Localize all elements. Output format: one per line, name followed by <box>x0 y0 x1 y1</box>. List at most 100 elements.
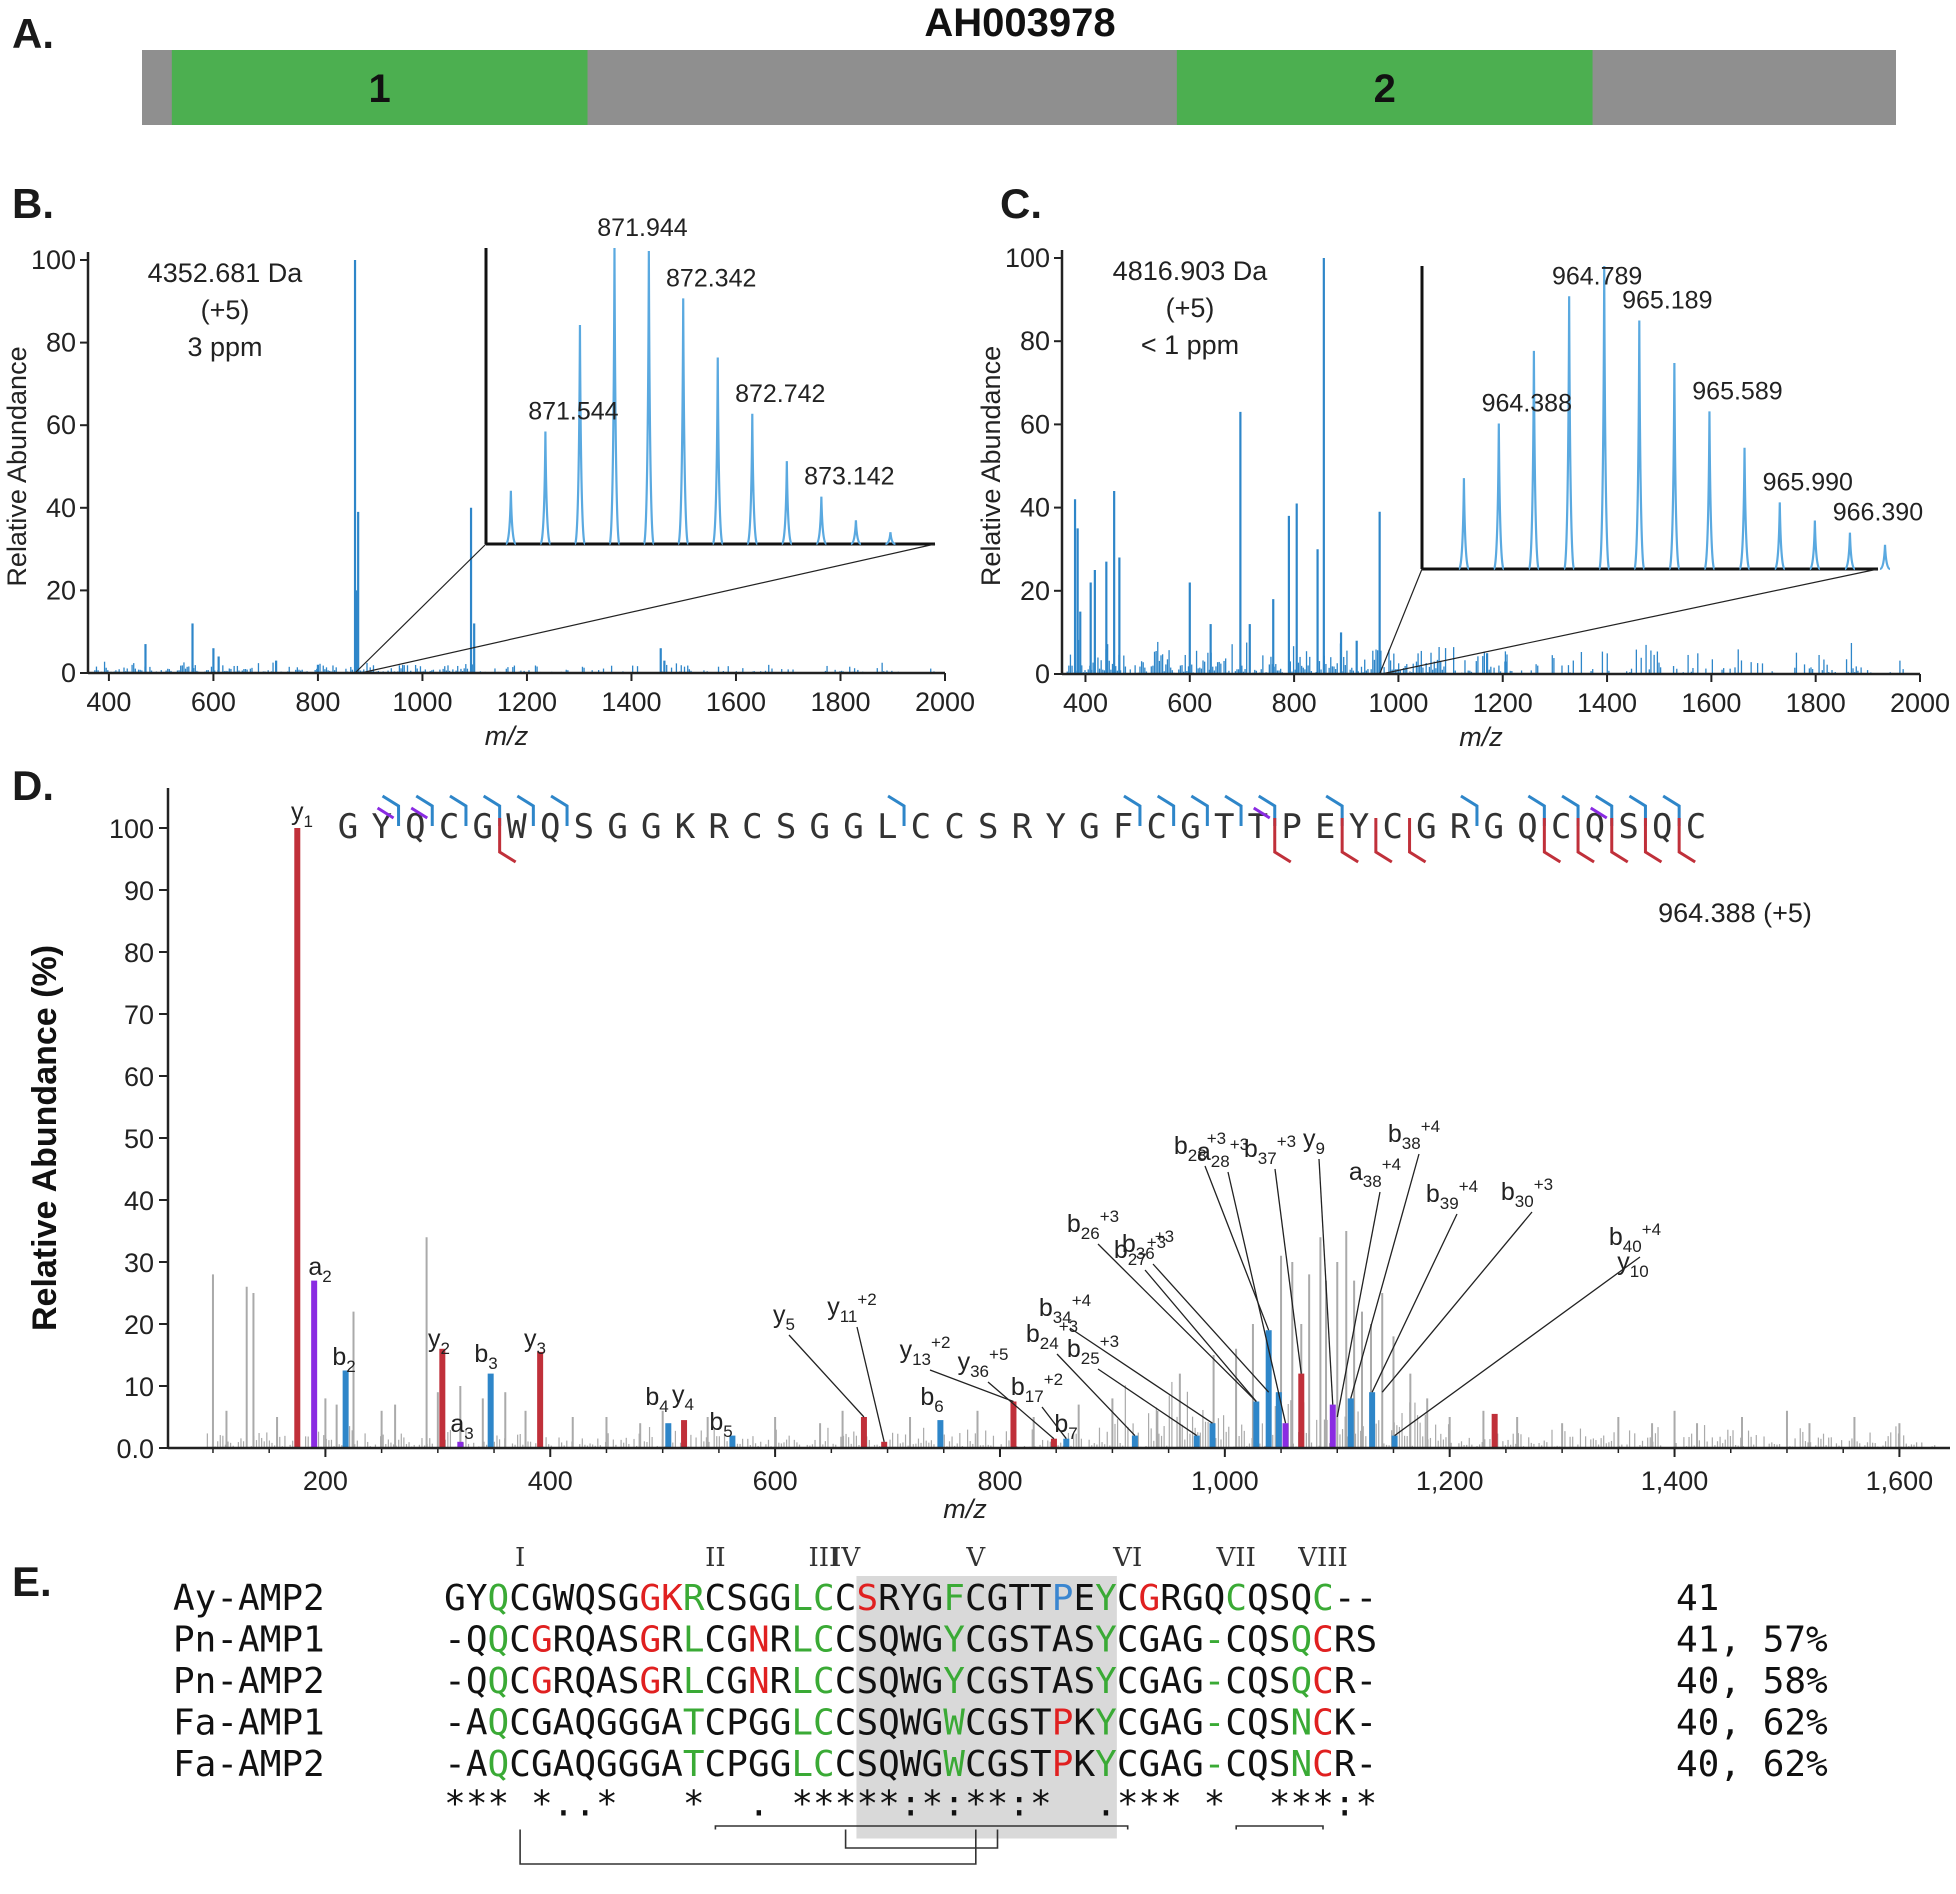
b-inset-label: 871.544 <box>528 398 618 426</box>
d-ion-peak-b <box>342 1370 349 1448</box>
d-ion-label: b24+3 <box>1026 1317 1078 1353</box>
b-inset-label: 871.944 <box>597 214 687 242</box>
d-ion-label: y10 <box>1617 1248 1648 1281</box>
d-ion-label: b39+4 <box>1426 1177 1478 1213</box>
e-residue: - <box>1204 1703 1226 1744</box>
e-residue: C <box>835 1661 857 1702</box>
d-leader-line <box>856 1326 885 1442</box>
d-xtick-label: 1,600 <box>1866 1466 1934 1496</box>
d-ion-label: b3 <box>474 1340 497 1373</box>
d-b-mark <box>449 794 468 826</box>
e-residue: S <box>856 1578 878 1619</box>
d-leader-line <box>929 1369 1014 1403</box>
d-ion-peak-b <box>665 1423 672 1448</box>
b-inset-peak <box>885 532 896 546</box>
d-ion-label: a2 <box>308 1253 331 1286</box>
b-inset-peak <box>539 431 552 546</box>
e-row-name: Fa-AMP2 <box>173 1744 325 1785</box>
e-residue: - <box>444 1744 466 1785</box>
e-residue: L <box>791 1578 813 1619</box>
d-ion-peak-y <box>1298 1373 1305 1448</box>
e-consensus: : <box>900 1784 922 1825</box>
b-inset-peak <box>850 520 862 546</box>
e-consensus: * <box>1204 1784 1226 1825</box>
e-row-name: Fa-AMP1 <box>173 1703 325 1744</box>
e-consensus: . <box>553 1784 575 1825</box>
d-sequence-residue: C <box>944 807 964 847</box>
d-a-mark <box>376 806 395 820</box>
e-row-info: 40, 62% <box>1676 1703 1828 1744</box>
d-ion-peak-a <box>1329 1404 1336 1448</box>
d-ytick-label: 100 <box>109 814 154 844</box>
c-xtick-label: 2000 <box>1890 688 1950 718</box>
d-ion-peak-y <box>537 1351 544 1448</box>
d-leader-line <box>1041 1406 1067 1440</box>
d-ytick-label: 10 <box>124 1372 154 1402</box>
d-a-mark <box>1589 806 1608 820</box>
d-ion-label: y36+5 <box>958 1345 1009 1381</box>
d-xtick-label: 1,000 <box>1191 1466 1259 1496</box>
e-residue: C <box>835 1620 857 1661</box>
e-residue: A <box>1160 1744 1182 1785</box>
d-ion-label: b26+3 <box>1067 1207 1119 1243</box>
e-residue: Q <box>488 1703 510 1744</box>
d-sequence-residue: Y <box>1349 807 1369 847</box>
d-sequence-residue: S <box>1618 807 1638 847</box>
e-residue: G <box>1139 1703 1161 1744</box>
d-ion-label: y1 <box>291 798 313 831</box>
e-residue: A <box>553 1744 575 1785</box>
e-residue: C <box>1225 1578 1247 1619</box>
e-residue: Q <box>878 1620 900 1661</box>
e-consensus: * <box>1269 1784 1291 1825</box>
b-inset-peak <box>504 490 517 546</box>
c-ytick-label: 100 <box>1005 243 1050 273</box>
d-y-mark <box>1576 818 1595 864</box>
e-residue: L <box>791 1744 813 1785</box>
e-residue: C <box>705 1661 727 1702</box>
e-residue: S <box>1269 1661 1291 1702</box>
e-residue: S <box>726 1578 748 1619</box>
d-ion-label: b38+4 <box>1388 1117 1440 1153</box>
e-residue: R <box>661 1620 683 1661</box>
domain-label-1: 1 <box>369 67 391 111</box>
e-residue: A <box>661 1744 683 1785</box>
e-residue: W <box>900 1661 922 1702</box>
domain-2 <box>1176 50 1593 125</box>
e-residue: Q <box>1247 1703 1269 1744</box>
c-inset-peak <box>1668 362 1681 571</box>
e-residue: C <box>965 1578 987 1619</box>
b-ytick-label: 100 <box>31 245 76 275</box>
e-residue: G <box>987 1620 1009 1661</box>
e-residue: R <box>553 1620 575 1661</box>
e-residue: Y <box>943 1661 965 1702</box>
e-residue: G <box>1182 1703 1204 1744</box>
e-residue: S <box>1073 1620 1095 1661</box>
e-residue: C <box>813 1578 835 1619</box>
c-inset-label: 965.990 <box>1763 468 1853 496</box>
b-xtick-label: 600 <box>191 687 236 717</box>
e-residue: C <box>965 1661 987 1702</box>
e-residue: C <box>1117 1578 1139 1619</box>
e-residue: Y <box>943 1620 965 1661</box>
b-ytick-label: 0 <box>61 658 76 688</box>
d-y-mark <box>498 818 517 864</box>
e-residue: K <box>1073 1744 1095 1785</box>
e-roman-numeral: III <box>808 1543 839 1573</box>
b-xtick-label: 1800 <box>810 687 870 717</box>
e-residue: C <box>705 1620 727 1661</box>
e-residue: N <box>1290 1744 1312 1785</box>
e-residue: G <box>1139 1744 1161 1785</box>
e-residue: G <box>1139 1620 1161 1661</box>
e-residue: - <box>1356 1703 1378 1744</box>
e-residue: P <box>726 1744 748 1785</box>
e-residue: G <box>1139 1578 1161 1619</box>
e-residue: G <box>748 1744 770 1785</box>
e-residue: A <box>466 1703 488 1744</box>
d-b-mark <box>381 794 401 826</box>
d-leader-line <box>1227 1171 1287 1424</box>
b-annotation-2: 3 ppm <box>187 332 262 362</box>
d-xtick-label: 600 <box>753 1466 798 1496</box>
e-residue: K <box>661 1578 683 1619</box>
e-residue: S <box>1008 1620 1030 1661</box>
